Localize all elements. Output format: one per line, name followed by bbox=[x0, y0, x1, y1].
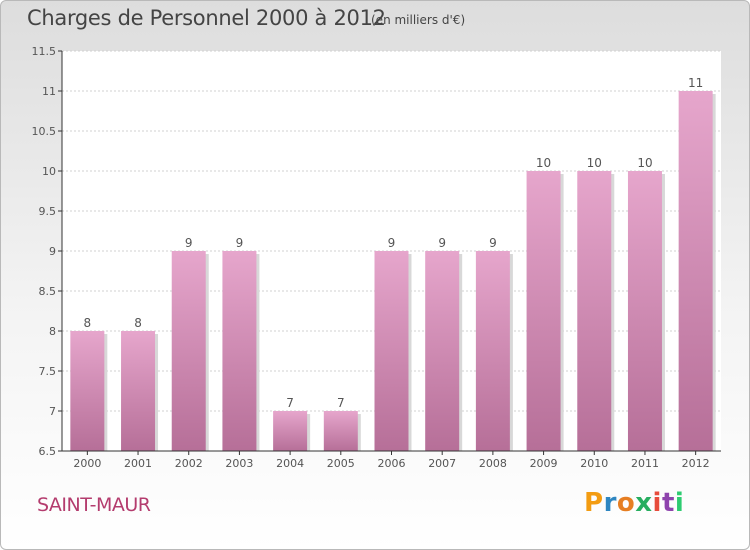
data-label: 9 bbox=[438, 236, 446, 250]
logo-letter: x bbox=[635, 488, 653, 518]
y-tick-label: 6.5 bbox=[39, 445, 57, 458]
y-tick-label: 7.5 bbox=[39, 365, 57, 378]
bar bbox=[577, 171, 612, 451]
bar bbox=[70, 331, 105, 451]
data-label: 8 bbox=[84, 316, 92, 330]
logo-letter: r bbox=[603, 488, 617, 518]
x-tick-label: 2011 bbox=[631, 457, 659, 470]
chart-subtitle: (en milliers d'€) bbox=[371, 13, 466, 27]
proxiti-logo: Proxiti bbox=[584, 488, 684, 518]
data-label: 9 bbox=[489, 236, 497, 250]
logo-letter: i bbox=[652, 488, 662, 518]
data-label: 7 bbox=[286, 396, 294, 410]
logo-letter: i bbox=[674, 488, 685, 518]
bar bbox=[374, 251, 409, 451]
y-tick-label: 9.5 bbox=[39, 205, 57, 218]
location-label: SAINT-MAUR bbox=[37, 494, 151, 516]
bar bbox=[171, 251, 206, 451]
data-label: 9 bbox=[388, 236, 396, 250]
x-tick-label: 2010 bbox=[580, 457, 608, 470]
y-tick-label: 11.5 bbox=[32, 45, 57, 58]
y-tick-label: 9 bbox=[49, 245, 56, 258]
x-tick-label: 2007 bbox=[428, 457, 456, 470]
bar bbox=[121, 331, 156, 451]
bar bbox=[526, 171, 561, 451]
bar bbox=[273, 411, 308, 451]
x-tick-label: 2004 bbox=[276, 457, 304, 470]
x-tick-label: 2006 bbox=[378, 457, 406, 470]
logo-letter: P bbox=[584, 488, 604, 518]
bar bbox=[425, 251, 460, 451]
y-tick-label: 7 bbox=[49, 405, 56, 418]
x-tick-label: 2001 bbox=[124, 457, 152, 470]
x-tick-label: 2012 bbox=[682, 457, 710, 470]
x-tick-label: 2003 bbox=[225, 457, 253, 470]
y-tick-label: 10 bbox=[42, 165, 56, 178]
data-label: 10 bbox=[637, 156, 652, 170]
bar bbox=[678, 91, 713, 451]
data-label: 10 bbox=[587, 156, 602, 170]
data-label: 9 bbox=[236, 236, 244, 250]
bar bbox=[627, 171, 662, 451]
data-label: 7 bbox=[337, 396, 345, 410]
bar bbox=[475, 251, 510, 451]
data-label: 8 bbox=[134, 316, 142, 330]
x-tick-label: 2000 bbox=[73, 457, 101, 470]
logo-letter: o bbox=[616, 488, 636, 518]
bar bbox=[323, 411, 358, 451]
x-tick-label: 2008 bbox=[479, 457, 507, 470]
data-label: 11 bbox=[688, 76, 703, 90]
x-tick-label: 2009 bbox=[530, 457, 558, 470]
chart-title: Charges de Personnel 2000 à 2012 bbox=[27, 6, 386, 30]
y-tick-label: 8 bbox=[49, 325, 56, 338]
logo-letter: t bbox=[661, 488, 675, 518]
x-tick-label: 2005 bbox=[327, 457, 355, 470]
y-tick-label: 8.5 bbox=[39, 285, 57, 298]
data-label: 9 bbox=[185, 236, 193, 250]
y-tick-label: 11 bbox=[42, 85, 56, 98]
x-tick-label: 2002 bbox=[175, 457, 203, 470]
y-tick-label: 10.5 bbox=[32, 125, 57, 138]
bar bbox=[222, 251, 257, 451]
data-label: 10 bbox=[536, 156, 551, 170]
